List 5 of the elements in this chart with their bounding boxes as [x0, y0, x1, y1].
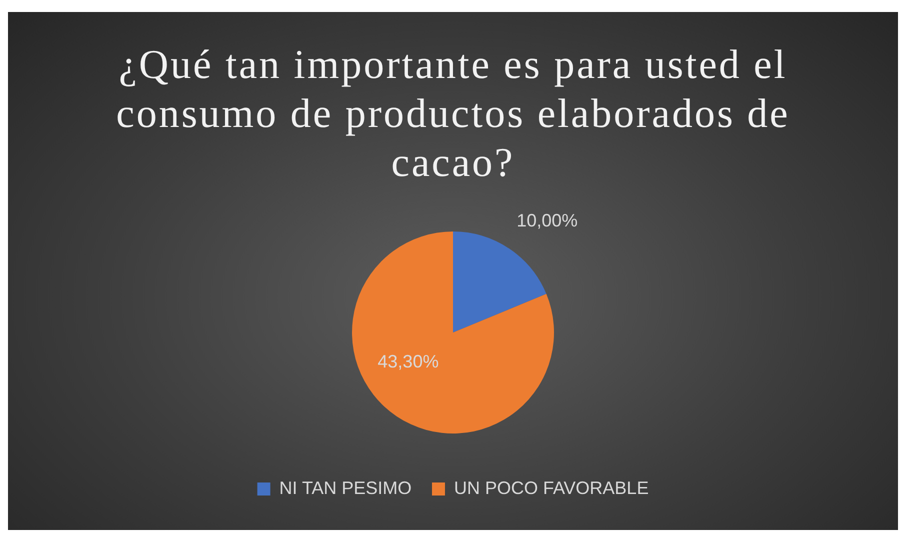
- data-label: 43,30%: [378, 352, 439, 372]
- legend-label: NI TAN PESIMO: [279, 478, 412, 498]
- legend-label: UN POCO FAVORABLE: [454, 478, 649, 498]
- data-label: 10,00%: [516, 210, 578, 231]
- chart-title: ¿Qué tan importante es para usted el consumo de productos elaborados de cacao?: [115, 40, 791, 187]
